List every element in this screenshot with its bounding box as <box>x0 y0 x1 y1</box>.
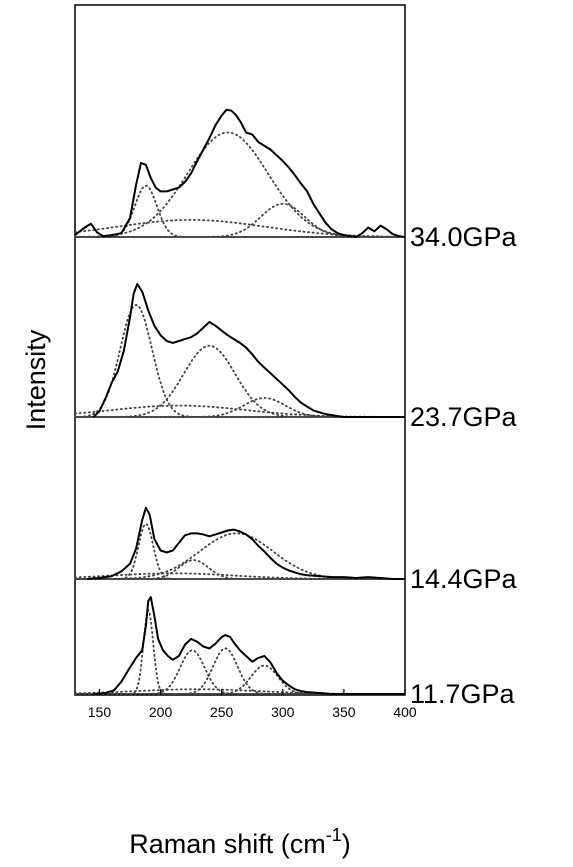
panel-11-7gpa: 11.7GPa <box>74 596 516 709</box>
x-axis-ticks: 150 200 250 300 350 400 <box>88 689 417 720</box>
x-axis-title: Raman shift (cm-1) <box>129 825 351 859</box>
pressure-label: 14.4GPa <box>410 564 518 594</box>
x-tick-label: 300 <box>271 704 295 720</box>
spectrum-line <box>74 108 406 238</box>
fit-component-1 <box>74 303 406 418</box>
series-layer: 34.0GPa 23.7GPa 14.4GPa 11.7GPa <box>74 108 518 709</box>
fit-component-2 <box>74 131 406 238</box>
plot-frame <box>74 4 406 696</box>
fit-component-2 <box>74 344 406 418</box>
pressure-label: 11.7GPa <box>410 679 516 709</box>
x-tick-label: 150 <box>88 704 112 720</box>
spectrum-line <box>92 283 405 418</box>
fit-component-2 <box>74 532 406 580</box>
fit-component-4 <box>74 664 406 695</box>
x-tick-label: 350 <box>332 704 356 720</box>
spectrum-line <box>93 596 405 695</box>
x-axis-title-superscript: -1 <box>326 825 342 845</box>
x-axis-title-main: Raman shift (cm <box>129 829 326 859</box>
fit-component-4 <box>74 572 406 580</box>
x-axis-title-close: ) <box>342 829 351 859</box>
panel-23-7gpa: 23.7GPa <box>74 283 518 432</box>
panel-14-4gpa: 14.4GPa <box>74 506 518 594</box>
fit-component-3 <box>74 202 406 238</box>
y-axis-title: Intensity <box>21 329 51 430</box>
x-tick-label: 200 <box>149 704 173 720</box>
spectrum-line <box>87 506 405 580</box>
panel-34-0gpa: 34.0GPa <box>74 108 518 252</box>
fit-component-1 <box>74 608 406 695</box>
pressure-label: 34.0GPa <box>410 222 518 252</box>
x-tick-label: 400 <box>393 704 417 720</box>
fit-component-3 <box>74 647 406 695</box>
x-tick-label: 250 <box>210 704 234 720</box>
fit-component-3 <box>74 397 406 418</box>
pressure-label: 23.7GPa <box>410 402 518 432</box>
